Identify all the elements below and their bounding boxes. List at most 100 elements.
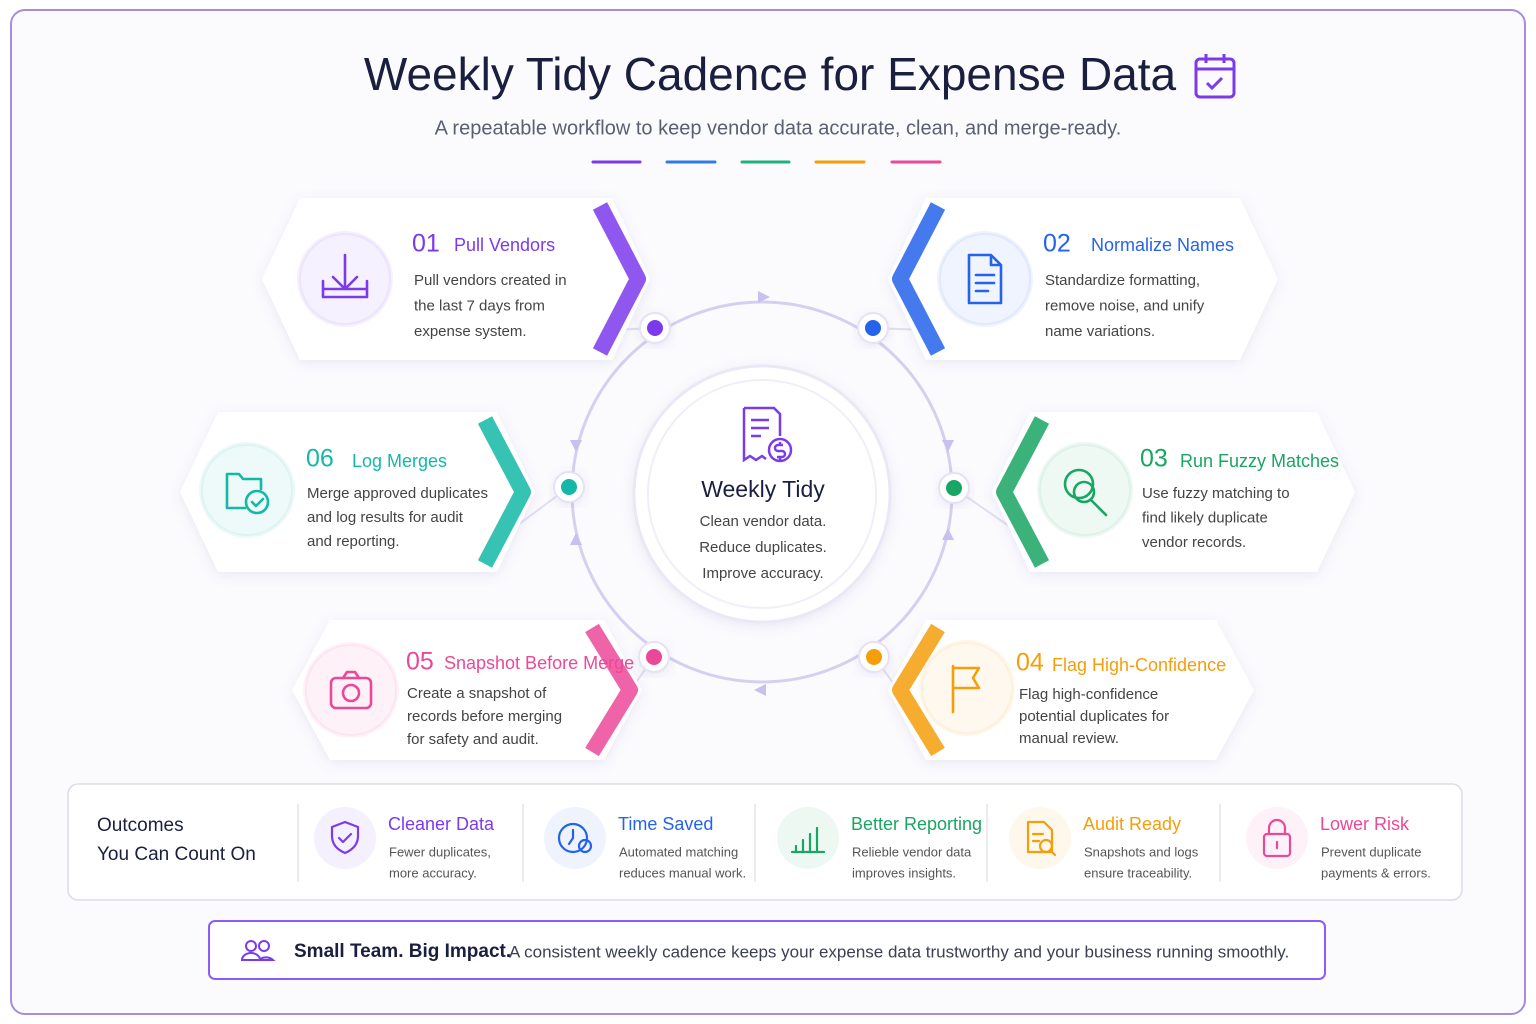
step-card xyxy=(292,620,642,760)
icon-bg xyxy=(1037,442,1133,538)
outcome-title: Lower Risk xyxy=(1320,814,1410,834)
step-title: Log Merges xyxy=(352,451,447,471)
outcome-icon-bg xyxy=(777,807,839,869)
step-icon xyxy=(321,253,369,299)
step-description: Standardize formatting, xyxy=(1045,272,1200,289)
ring-arrows xyxy=(570,291,954,696)
outcome-title: Cleaner Data xyxy=(388,814,495,834)
outcome-icon-bg xyxy=(1009,807,1071,869)
outcome-icon xyxy=(330,820,360,855)
outcomes-box xyxy=(67,783,1463,901)
center-ring xyxy=(647,379,877,609)
step-description: remove noise, and unify xyxy=(1045,297,1205,314)
step-icon xyxy=(951,664,981,714)
team-icon xyxy=(240,940,276,961)
step-number: 06 xyxy=(306,445,334,473)
step-dot xyxy=(866,649,882,665)
step-dot xyxy=(646,649,662,665)
step-chevron xyxy=(477,416,531,568)
step-title: Normalize Names xyxy=(1091,235,1234,255)
step-description: the last 7 days from xyxy=(414,297,545,314)
step-icon xyxy=(225,472,270,515)
invoice-icon xyxy=(742,406,793,463)
outcome-icon xyxy=(557,822,593,854)
step-icon xyxy=(967,253,1003,305)
step-description: Flag high-confidence xyxy=(1019,686,1158,703)
step-chevron xyxy=(892,623,945,757)
step-description: for safety and audit. xyxy=(407,731,539,748)
step-description: manual review. xyxy=(1019,730,1119,747)
step-description: name variations. xyxy=(1045,323,1155,340)
icon-bg xyxy=(303,642,399,738)
step-number: 05 xyxy=(406,648,434,676)
outcome-icon xyxy=(790,826,826,854)
step-icon xyxy=(1063,468,1108,517)
outcome-description: Fewer duplicates, xyxy=(389,844,491,859)
outcome-description: Relieble vendor data xyxy=(852,844,972,859)
step-description: Merge approved duplicates xyxy=(307,485,488,502)
step-description: potential duplicates for xyxy=(1019,708,1169,725)
outcome-description: more accuracy. xyxy=(389,865,477,880)
step-card xyxy=(180,412,535,572)
outcome-title: Time Saved xyxy=(618,814,713,834)
footer-text: A consistent weekly cadence keeps your e… xyxy=(509,942,1289,961)
center-line: Clean vendor data. xyxy=(700,513,827,530)
step-number: 01 xyxy=(412,230,440,258)
step-description: Pull vendors created in xyxy=(414,272,567,289)
step-title: Flag High-Confidence xyxy=(1052,655,1226,675)
step-chevron xyxy=(892,202,946,356)
step-icon xyxy=(329,670,373,710)
outcome-description: ensure traceability. xyxy=(1084,865,1192,880)
icon-bg xyxy=(199,442,295,538)
calendar-icon xyxy=(1194,54,1236,99)
footer-emphasis: Small Team. Big Impact. xyxy=(294,941,511,962)
outcome-icon xyxy=(1262,818,1292,858)
title: Weekly Tidy Cadence for Expense Data xyxy=(364,48,1177,100)
outcome-title: Better Reporting xyxy=(851,814,982,834)
steps: 01 Pull Vendors Pull vendors created in the… xyxy=(180,198,1355,760)
step-dot xyxy=(561,479,577,495)
outcome-icon-bg xyxy=(1246,807,1308,869)
center-line: Improve accuracy. xyxy=(702,565,823,582)
step-title: Pull Vendors xyxy=(454,235,555,255)
step-dot xyxy=(946,480,962,496)
icon-bg xyxy=(937,231,1033,327)
step-description: and log results for audit xyxy=(307,509,464,526)
center-hub xyxy=(632,364,892,624)
step-title: Snapshot Before Merge xyxy=(444,653,634,673)
outcome-description: payments & errors. xyxy=(1321,865,1431,880)
step-chevron xyxy=(585,623,638,757)
outcomes-heading: You Can Count On xyxy=(97,844,256,865)
step-chevron xyxy=(996,416,1050,568)
step-number: 04 xyxy=(1016,649,1044,677)
center-title: Weekly Tidy xyxy=(701,476,825,502)
outcome-description: Snapshots and logs xyxy=(1084,844,1199,859)
outcome-icon-bg xyxy=(314,807,376,869)
step-description: expense system. xyxy=(414,323,527,340)
outcome-title: Audit Ready xyxy=(1083,814,1181,834)
outcome-description: Automated matching xyxy=(619,844,738,859)
step-number: 03 xyxy=(1140,445,1168,473)
step-description: and reporting. xyxy=(307,533,400,550)
outcome-description: Prevent duplicate xyxy=(1321,844,1421,859)
step-description: find likely duplicate xyxy=(1142,509,1268,526)
subtitle: A repeatable workflow to keep vendor dat… xyxy=(435,117,1122,139)
step-description: records before merging xyxy=(407,708,562,725)
center-line: Reduce duplicates. xyxy=(699,539,827,556)
outcomes: Cleaner Data Fewer duplicates, more accura… xyxy=(297,804,1431,882)
outcome-description: improves insights. xyxy=(852,865,956,880)
step-description: Create a snapshot of xyxy=(407,685,547,702)
outcomes-heading: Outcomes xyxy=(97,815,184,836)
step-card xyxy=(888,620,1254,760)
step-card xyxy=(888,198,1278,360)
step-description: Use fuzzy matching to xyxy=(1142,485,1290,502)
step-chevron xyxy=(592,202,646,356)
outcome-icon xyxy=(1026,820,1057,857)
step-dot xyxy=(647,320,663,336)
step-number: 02 xyxy=(1043,230,1071,258)
step-card xyxy=(992,412,1355,572)
outcome-icon-bg xyxy=(544,807,606,869)
step-title: Run Fuzzy Matches xyxy=(1180,451,1339,471)
